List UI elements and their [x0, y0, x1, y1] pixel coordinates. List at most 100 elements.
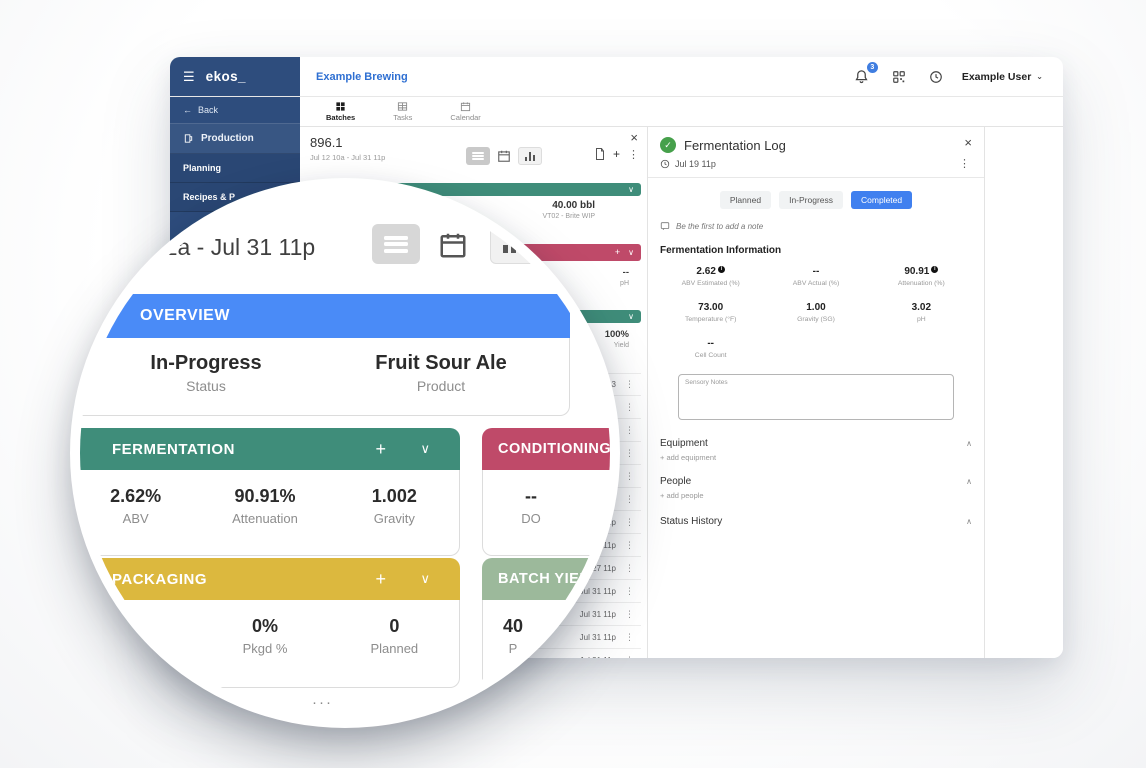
abv-value: 2.62% — [110, 486, 162, 506]
more-content-ellipsis: ··· — [312, 694, 333, 711]
list-icon — [384, 235, 408, 253]
view-calendar-button[interactable] — [497, 149, 511, 163]
metric-attenuation: 90.91 i Attenuation (%) — [869, 266, 974, 287]
fermentation-log-panel: ✓ Fermentation Log × Jul 19 11p ⋮ Planne… — [648, 127, 985, 658]
log-title: Fermentation Log — [684, 137, 786, 153]
bar-chart-icon — [524, 151, 536, 161]
status-history-section-header[interactable]: Status History ∧ — [648, 516, 984, 527]
tab-calendar[interactable]: Calendar — [450, 101, 481, 122]
chevron-up-icon: ∧ — [966, 439, 972, 448]
tab-batches[interactable]: Batches — [326, 101, 355, 122]
sidebar-item-production[interactable]: Production — [170, 124, 300, 154]
batch-yield-sublabel: P — [508, 641, 518, 656]
status-history-title: Status History — [660, 516, 723, 527]
hamburger-menu-icon[interactable]: ☰ — [183, 68, 195, 84]
metric-label: ABV Actual (%) — [792, 280, 840, 287]
metric-abv-estimated: 2.62 i ABV Estimated (%) — [658, 266, 763, 287]
kebab-menu-icon[interactable]: ⋮ — [625, 424, 634, 435]
chevron-down-icon: ∨ — [628, 247, 634, 257]
batch-date-range: Jul 12 10a - Jul 31 11p — [310, 153, 386, 162]
sidebar-item-planning[interactable]: Planning — [170, 154, 300, 183]
chevron-up-icon: ∧ — [966, 517, 972, 526]
zoom-bubble: za - Jul 31 11p OVERVIEW In-Progress Sta… — [70, 178, 620, 728]
info-icon[interactable]: i — [717, 266, 725, 273]
history-button[interactable] — [925, 66, 947, 88]
fermentation-section-header[interactable]: FERMENTATION + ∨ — [80, 428, 460, 470]
overview-section-header[interactable]: OVERVIEW — [80, 294, 570, 338]
vessel-card: 40.00 bbl VT02 - Brite WIP — [306, 196, 641, 230]
view-list-button[interactable] — [466, 147, 490, 165]
view-list-button[interactable] — [372, 224, 420, 264]
plus-icon[interactable]: + — [375, 568, 386, 589]
gravity-value: 1.002 — [371, 486, 417, 506]
close-log-panel-button[interactable]: × — [964, 135, 972, 150]
kebab-menu-icon[interactable]: ⋮ — [625, 516, 634, 527]
kebab-menu-icon[interactable]: ⋮ — [625, 493, 634, 504]
plus-icon[interactable]: + — [614, 247, 621, 257]
kebab-menu-icon[interactable]: ⋮ — [625, 401, 634, 412]
amount-label: Amount — [113, 641, 159, 656]
clock-icon — [929, 70, 942, 83]
planned-value: 0 — [389, 616, 400, 636]
document-icon[interactable] — [595, 148, 605, 160]
do-value: -- — [525, 486, 537, 506]
add-equipment-link[interactable]: + add equipment — [660, 453, 717, 462]
people-title: People — [660, 476, 692, 487]
content-spacer — [985, 127, 1063, 658]
tab-tasks[interactable]: Tasks — [393, 101, 412, 122]
view-chart-button[interactable] — [518, 147, 542, 165]
status-planned-button[interactable]: Planned — [719, 191, 772, 209]
plus-icon[interactable]: + — [375, 438, 386, 459]
metric-temperature: 73.00 Temperature (°F) — [658, 302, 763, 323]
status-completed-button[interactable]: Completed — [851, 191, 913, 209]
top-bar: ☰ ekos_ Example Brewing 3 — [170, 57, 1063, 97]
people-section-header[interactable]: People ∧ — [648, 476, 984, 487]
kebab-menu[interactable]: ⋮ — [628, 148, 639, 161]
batch-panel-header: 896.1 Jul 12 10a - Jul 31 11p — [300, 127, 647, 175]
overview-label: OVERVIEW — [140, 307, 230, 324]
status-value: In-Progress — [150, 352, 262, 374]
packaging-card: -- Amount 0% Pkgd % 0 Planned — [80, 600, 460, 688]
metric-label: pH — [916, 316, 926, 323]
notifications-button[interactable]: 3 — [851, 61, 878, 88]
kebab-menu-icon[interactable]: ⋮ — [625, 631, 634, 642]
kebab-menu-icon[interactable]: ⋮ — [625, 608, 634, 619]
gravity-label: Gravity — [373, 511, 415, 526]
tab-batches-label: Batches — [326, 113, 356, 122]
back-button[interactable]: ← Back — [170, 97, 300, 124]
metric-label: Temperature (°F) — [684, 316, 737, 323]
info-icon[interactable]: i — [931, 266, 939, 273]
pkgd-percent-column: 0% Pkgd % — [200, 600, 329, 687]
view-chart-button[interactable] — [490, 224, 536, 264]
chevron-down-icon[interactable]: ∨ — [420, 441, 430, 456]
chevron-down-icon: ∨ — [628, 311, 634, 321]
kebab-menu-icon[interactable]: ⋮ — [625, 539, 634, 550]
log-kebab-menu[interactable]: ⋮ — [959, 158, 970, 170]
user-menu-label: Example User — [961, 70, 1032, 83]
add-button[interactable]: + — [612, 147, 620, 161]
kebab-menu-icon[interactable]: ⋮ — [625, 470, 634, 481]
view-calendar-button[interactable] — [438, 230, 468, 260]
status-in-progress-button[interactable]: In-Progress — [779, 191, 844, 209]
qr-scan-button[interactable] — [888, 66, 910, 88]
batch-yield-section-header[interactable]: BATCH YIELD — [482, 558, 610, 600]
conditioning-section-header[interactable]: CONDITIONING — [482, 428, 610, 470]
add-people-link[interactable]: + add people — [660, 491, 704, 500]
sensory-notes-input[interactable]: Sensory Notes — [678, 374, 954, 420]
packaging-section-header[interactable]: PACKAGING + ∨ — [80, 558, 460, 600]
chevron-down-icon: ⌄ — [1036, 72, 1043, 81]
conditioning-card: -- DO — [482, 470, 610, 556]
add-note-row[interactable]: Be the first to add a note — [660, 221, 972, 231]
chevron-down-icon[interactable]: ∨ — [420, 571, 430, 586]
kebab-menu-icon[interactable]: ⋮ — [625, 655, 634, 659]
kebab-menu-icon[interactable]: ⋮ — [625, 585, 634, 596]
user-menu[interactable]: Example User ⌄ — [962, 71, 1047, 83]
equipment-section-header[interactable]: Equipment ∧ — [648, 438, 984, 449]
pkgd-percent-label: Pkgd % — [242, 641, 288, 656]
kebab-menu-icon[interactable]: ⋮ — [625, 447, 634, 458]
close-batch-panel-button[interactable]: × — [630, 130, 638, 145]
kebab-menu-icon[interactable]: ⋮ — [625, 379, 634, 389]
yield-column: 40 P — [483, 616, 543, 656]
kebab-menu-icon[interactable]: ⋮ — [625, 562, 634, 573]
tasks-table-icon — [398, 102, 408, 111]
